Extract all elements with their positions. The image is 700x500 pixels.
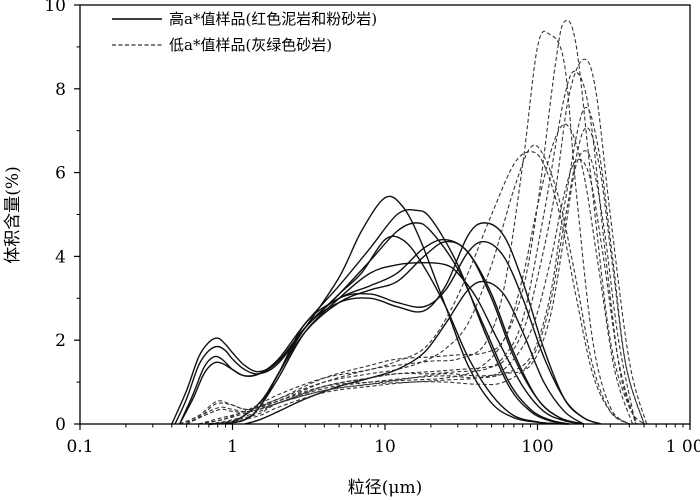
solid-series-line-1	[171, 235, 569, 425]
solid-series-line-3	[178, 208, 569, 425]
y-tick-label: 0	[55, 415, 66, 435]
solid-series-line-9	[208, 222, 602, 425]
dashed-series-line-5	[198, 151, 630, 425]
dashed-series-line-11	[213, 107, 645, 425]
x-tick-label: 1	[227, 437, 238, 457]
ticks-layer: 0.1 1 10 100 1 000 0 2 4 6 8 10	[44, 0, 700, 457]
x-tick-label: 100	[521, 437, 553, 457]
dashed-series-line-10	[208, 127, 645, 425]
y-tick-label: 4	[55, 247, 66, 267]
y-tick-label: 2	[55, 331, 66, 351]
y-tick-label: 8	[55, 80, 66, 100]
legend-entry-label: 高a*值样品(红色泥岩和粉砂岩)	[169, 10, 377, 28]
dashed-series-line-2	[179, 19, 645, 425]
x-tick-label: 1 000	[666, 437, 700, 457]
x-tick-label: 10	[374, 437, 396, 457]
legend: 高a*值样品(红色泥岩和粉砂岩) 低a*值样品(灰绿色砂岩)	[112, 10, 377, 54]
dashed-series-line-6	[198, 144, 630, 425]
series-layer	[171, 19, 648, 425]
solid-series-line-2	[174, 195, 569, 425]
dashed-series-line-1	[179, 30, 630, 425]
x-axis-title: 粒径(μm)	[348, 478, 422, 498]
y-tick-label: 10	[44, 0, 66, 16]
y-axis-title: 体积含量(%)	[3, 166, 23, 263]
legend-entry-label: 低a*值样品(灰绿色砂岩)	[169, 36, 332, 54]
x-tick-label: 0.1	[66, 437, 93, 457]
dashed-series-line-4	[186, 70, 638, 425]
y-tick-label: 6	[55, 164, 66, 184]
dashed-series-line-7	[198, 123, 634, 425]
solid-series-line-4	[178, 222, 569, 425]
dashed-series-line-3	[186, 58, 648, 425]
